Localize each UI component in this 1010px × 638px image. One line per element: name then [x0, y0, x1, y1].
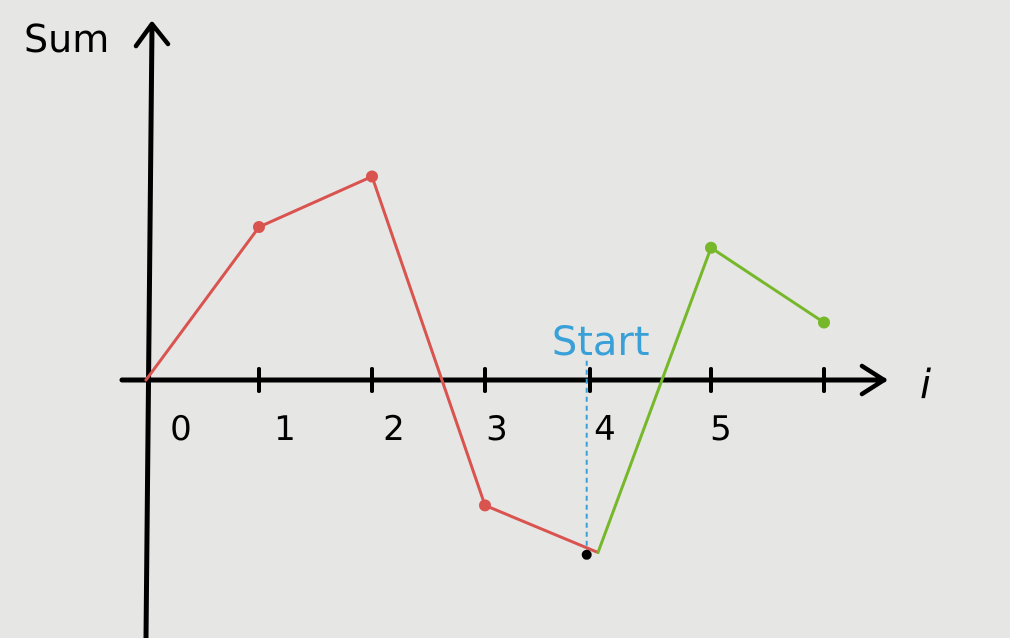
axes-group [119, 21, 887, 638]
x-axis-arrow [859, 363, 887, 397]
series-0-point-3 [479, 499, 491, 512]
x-tick-label-0: 0 [170, 409, 192, 449]
series-1-line [596, 246, 826, 554]
x-axis-label: i [920, 362, 931, 408]
x-tick-label-1: 1 [274, 409, 296, 449]
y-axis-label: Sum [24, 17, 109, 61]
series-1-point-2 [818, 316, 830, 329]
x-tick-label-3: 3 [486, 409, 508, 449]
y-axis-arrow [133, 21, 171, 49]
start-annotation: Start [552, 319, 650, 365]
series-0-point-2 [366, 170, 378, 183]
series-layer [144, 170, 830, 560]
series-1-point-1 [705, 241, 717, 254]
start-point-0 [581, 549, 592, 560]
y-axis [143, 23, 155, 638]
x-tick-label-5: 5 [710, 409, 732, 449]
series-0-line [144, 174, 600, 554]
x-tick-label-2: 2 [383, 409, 405, 449]
labels-layer: 0 1 2 3 4 5 Sum i Start [24, 17, 931, 449]
x-tick-label-4: 4 [594, 409, 616, 449]
series-0-point-1 [253, 221, 265, 234]
